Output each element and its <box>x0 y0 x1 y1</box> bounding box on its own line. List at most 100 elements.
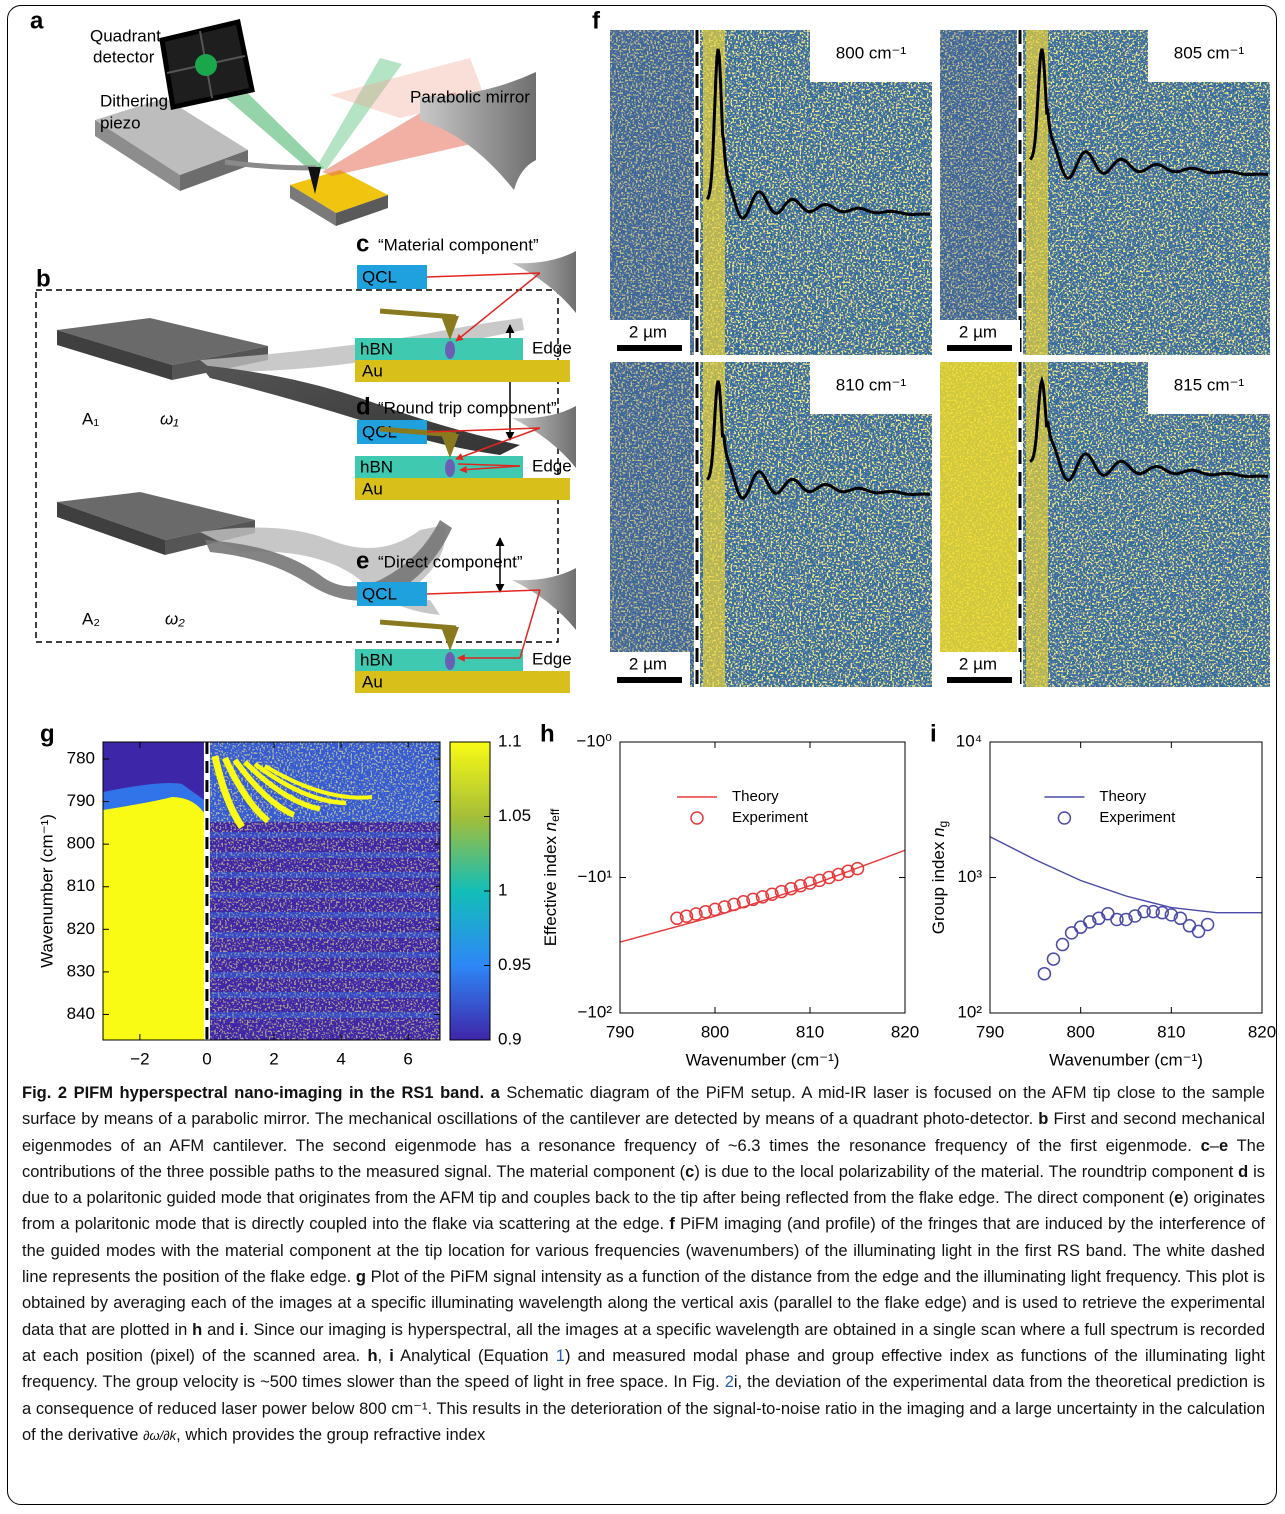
data-point <box>1191 924 1206 939</box>
y-tick-label: 810 <box>67 876 95 895</box>
beam <box>426 589 541 595</box>
heat-stripe <box>206 1012 440 1018</box>
caption-run: is due to a polaritonic guided mode that… <box>22 1162 1265 1208</box>
panel-label: c <box>356 230 369 257</box>
path-panel: c “Material component” QCL hBN Edge Au <box>355 230 576 382</box>
y-tick-label: −10¹ <box>578 867 613 886</box>
data-point <box>1200 917 1215 932</box>
heat-stripe <box>206 832 440 838</box>
caption-run: ) and measured modal phase and group eff… <box>22 1346 1266 1392</box>
y-tick-label: 10² <box>957 1002 982 1021</box>
colorbar-tick-label: 0.9 <box>498 1029 522 1048</box>
plot-frame <box>989 741 1263 1014</box>
data-point <box>765 887 779 902</box>
beam <box>426 272 541 278</box>
data-point <box>689 907 703 921</box>
pre-edge <box>610 30 697 355</box>
data-point <box>812 873 827 888</box>
au-layer <box>355 478 570 500</box>
profile <box>1029 375 1269 482</box>
caption-run: i, the deviation of the experimental dat… <box>22 1373 1265 1444</box>
heat-stripe <box>206 932 440 938</box>
x-tick-label: 810 <box>796 1022 824 1041</box>
wavenumber-label: 805 cm⁻¹ <box>1174 43 1245 62</box>
au-label: Au <box>362 479 383 498</box>
colorbar-tick-label: 1.05 <box>498 806 531 825</box>
panel-label: a <box>30 7 44 34</box>
qcl-box <box>357 582 427 606</box>
laser-spot <box>195 54 217 76</box>
y-tick-label: 800 <box>67 834 95 853</box>
panel-label: b <box>36 265 51 292</box>
data-point <box>803 876 817 890</box>
heat-streak <box>222 756 271 824</box>
data-point <box>774 884 789 899</box>
data-point <box>670 911 684 926</box>
au-label: Au <box>362 361 383 380</box>
caption-run: i <box>239 1320 245 1339</box>
y-tick-label: −10⁰ <box>576 731 612 750</box>
data-point <box>746 892 760 907</box>
y-tick-label: 820 <box>67 919 95 938</box>
caption-run: First and second mechanical eigenmodes o… <box>22 1110 1265 1155</box>
path-panel: e “Direct component” QCL hBN Edge Au <box>355 547 576 693</box>
panel-label: h <box>540 720 555 747</box>
image-speckle <box>940 30 1270 355</box>
wavenumber-label: 810 cm⁻¹ <box>836 375 907 394</box>
data-point <box>679 909 694 923</box>
caption-run: Plot of the PiFM signal intensity as a f… <box>22 1268 1265 1339</box>
detector-label: Quadrant <box>90 26 161 45</box>
x-tick-label: 820 <box>891 1022 919 1041</box>
theory-line <box>990 836 1262 914</box>
y-tick-label: 780 <box>67 749 95 768</box>
beam <box>459 465 521 474</box>
heat-stripe <box>206 952 440 958</box>
mode-frequency: ω₂ <box>165 609 185 628</box>
legend-label: Theory <box>732 788 779 805</box>
data-point <box>831 867 846 882</box>
caption-run: h <box>192 1320 203 1339</box>
edge-band <box>703 30 725 355</box>
heat-streak <box>253 762 347 806</box>
data-point <box>717 900 732 914</box>
x-tick-label: 810 <box>1157 1022 1185 1041</box>
heat-stripe <box>206 992 440 998</box>
caption-run: – <box>1209 1136 1219 1155</box>
x-axis-label: Wavenumber (cm⁻¹) <box>1049 1050 1203 1069</box>
caption-run: ) is due to the local polarizability of … <box>694 1162 1239 1181</box>
data-point <box>698 905 713 919</box>
pre-edge <box>610 362 697 687</box>
heatmap <box>103 742 440 1040</box>
data-point <box>1155 905 1170 920</box>
x-tick-label: 790 <box>976 1022 1004 1041</box>
dipole <box>445 652 455 670</box>
mirror <box>512 406 576 468</box>
caption-run: , which provides the group refractive in… <box>176 1425 486 1444</box>
panel-label: e <box>356 547 369 574</box>
mode-amplitude: A₁ <box>82 409 99 428</box>
heat-yellow <box>103 797 207 1040</box>
y-tick-label: 830 <box>67 961 95 980</box>
pifm-image: 800 cm⁻¹ 2 µm <box>610 30 932 355</box>
x-tick-label: 2 <box>269 1049 278 1068</box>
edge-label: Edge <box>532 649 572 668</box>
piezo-label: Dithering <box>100 91 168 110</box>
data-point <box>850 861 865 876</box>
caption-run[interactable]: 1 <box>555 1346 565 1365</box>
profile <box>705 48 931 220</box>
piezo-top <box>95 98 248 175</box>
data-point <box>1146 904 1160 919</box>
path-title: “Direct component” <box>378 552 523 571</box>
parabolic-mirror <box>420 72 536 190</box>
x-tick-label: 800 <box>1066 1022 1094 1041</box>
figure: a Quadrant detector Dithering piezo Para… <box>30 7 1276 1069</box>
plot-area <box>620 849 905 943</box>
block-side <box>57 502 165 555</box>
beam <box>519 589 541 659</box>
au-layer <box>355 671 570 693</box>
legend-label: Experiment <box>1099 809 1176 826</box>
caption-run[interactable]: 2 <box>724 1373 734 1392</box>
tip <box>308 167 321 194</box>
caption-run: d <box>1238 1162 1249 1181</box>
